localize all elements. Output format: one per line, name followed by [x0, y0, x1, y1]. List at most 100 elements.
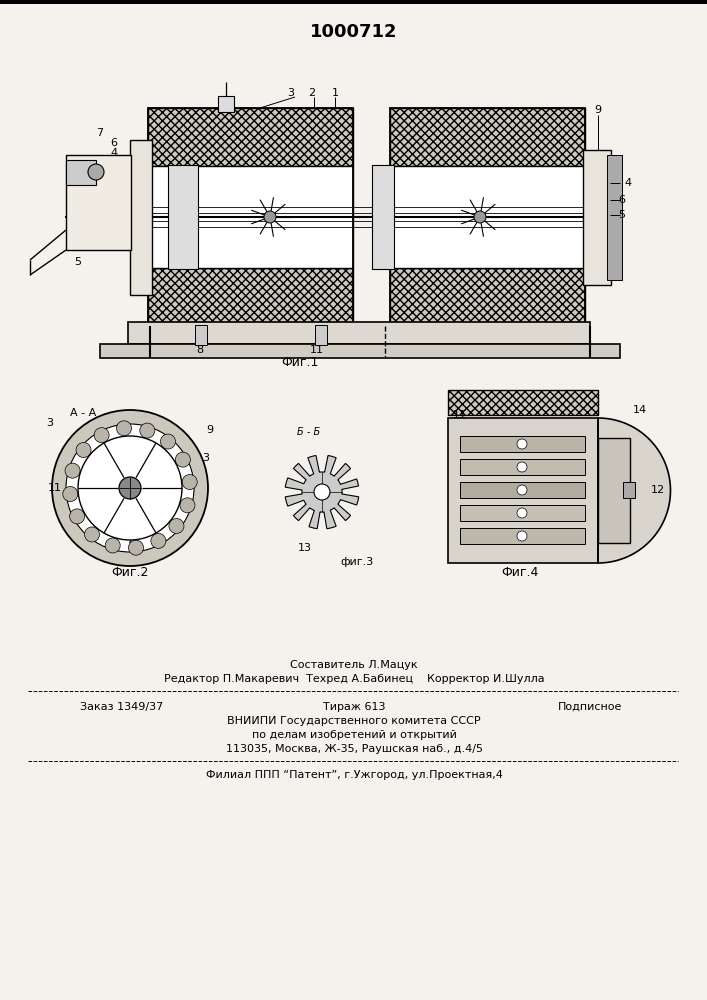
Polygon shape: [598, 418, 670, 563]
Bar: [148, 108, 353, 326]
Circle shape: [175, 452, 190, 467]
Bar: [623, 482, 635, 498]
Circle shape: [517, 439, 527, 449]
Text: 12: 12: [651, 485, 665, 495]
Text: Филиал ППП “Патент”, г.Ужгород, ул.Проектная,4: Филиал ППП “Патент”, г.Ужгород, ул.Проек…: [206, 770, 503, 780]
Circle shape: [160, 434, 175, 449]
Bar: [583, 150, 611, 285]
Circle shape: [140, 423, 155, 438]
Text: 14: 14: [633, 405, 647, 415]
Text: 4: 4: [624, 178, 631, 188]
Circle shape: [117, 421, 132, 436]
Bar: [598, 438, 630, 543]
Text: 6: 6: [110, 138, 117, 148]
Text: 10: 10: [157, 481, 171, 491]
Circle shape: [119, 477, 141, 499]
Text: 11: 11: [453, 410, 467, 420]
Text: Подписное: Подписное: [558, 702, 622, 712]
Text: 7: 7: [96, 128, 103, 138]
Circle shape: [88, 164, 104, 180]
Circle shape: [69, 509, 85, 524]
Text: Заказ 1349/37: Заказ 1349/37: [80, 702, 163, 712]
Bar: [195, 325, 207, 345]
Circle shape: [517, 485, 527, 495]
Text: 11: 11: [48, 483, 62, 493]
Text: 3: 3: [47, 418, 54, 428]
Text: Фиг.4: Фиг.4: [501, 566, 539, 580]
Text: 5: 5: [74, 257, 81, 267]
Circle shape: [65, 463, 80, 478]
Bar: [148, 108, 353, 166]
Bar: [148, 268, 353, 326]
Circle shape: [182, 475, 197, 490]
Text: 1: 1: [332, 88, 339, 98]
Circle shape: [180, 498, 195, 513]
Polygon shape: [286, 455, 358, 529]
Bar: [168, 165, 198, 269]
Bar: [66, 155, 131, 250]
Circle shape: [85, 527, 100, 542]
Text: Редактор П.Макаревич  Техред А.Бабинец    Корректор И.Шулла: Редактор П.Макаревич Техред А.Бабинец Ко…: [164, 674, 544, 684]
Circle shape: [517, 462, 527, 472]
Circle shape: [264, 211, 276, 223]
Text: Фиг.2: Фиг.2: [111, 566, 148, 580]
Circle shape: [76, 443, 91, 458]
Text: 2: 2: [127, 446, 134, 456]
Text: Тираж 613: Тираж 613: [323, 702, 385, 712]
Text: A - A: A - A: [70, 408, 96, 418]
Text: 6: 6: [619, 195, 626, 205]
Circle shape: [474, 211, 486, 223]
Circle shape: [94, 428, 109, 443]
Bar: [390, 268, 585, 326]
Text: Б - Б: Б - Б: [297, 427, 320, 437]
Bar: [448, 390, 598, 415]
Text: ВНИИПИ Государственного комитета СССР: ВНИИПИ Государственного комитета СССР: [227, 716, 481, 726]
Bar: [460, 459, 585, 475]
Bar: [460, 505, 585, 521]
Bar: [218, 96, 234, 112]
Bar: [0, 0, 707, 4]
Text: Фиг.1: Фиг.1: [281, 357, 319, 369]
Circle shape: [169, 518, 184, 533]
Bar: [390, 108, 585, 326]
Text: 1000712: 1000712: [310, 23, 398, 41]
Text: 9: 9: [206, 425, 214, 435]
Bar: [372, 165, 394, 269]
Text: 7: 7: [127, 535, 134, 545]
Text: 9: 9: [595, 105, 602, 115]
Bar: [128, 322, 590, 344]
Bar: [66, 160, 96, 185]
Circle shape: [517, 531, 527, 541]
Bar: [448, 418, 598, 563]
Bar: [390, 108, 585, 166]
Circle shape: [105, 538, 120, 553]
Bar: [460, 482, 585, 498]
Text: фиг.3: фиг.3: [340, 557, 373, 567]
Circle shape: [151, 533, 166, 548]
Circle shape: [314, 484, 330, 500]
Text: 1: 1: [146, 463, 153, 473]
Circle shape: [78, 436, 182, 540]
Text: 5: 5: [619, 210, 626, 220]
Bar: [100, 344, 620, 358]
Text: Составитель Л.Мацук: Составитель Л.Мацук: [290, 660, 418, 670]
Circle shape: [52, 410, 208, 566]
Circle shape: [129, 540, 144, 555]
Text: 11: 11: [310, 345, 324, 355]
Circle shape: [63, 486, 78, 501]
Bar: [390, 166, 585, 268]
Bar: [460, 528, 585, 544]
Text: 2: 2: [308, 88, 315, 98]
Text: 113035, Москва, Ж-35, Раушская наб., д.4/5: 113035, Москва, Ж-35, Раушская наб., д.4…: [226, 744, 482, 754]
Text: 3: 3: [202, 453, 209, 463]
Text: по делам изобретений и открытий: по делам изобретений и открытий: [252, 730, 457, 740]
Text: 4: 4: [110, 148, 117, 158]
Circle shape: [66, 424, 194, 552]
Text: 3: 3: [288, 88, 295, 98]
Bar: [315, 325, 327, 345]
Circle shape: [517, 508, 527, 518]
Bar: [148, 166, 353, 268]
Text: 8: 8: [197, 345, 204, 355]
Bar: [460, 436, 585, 452]
Text: 13: 13: [298, 543, 312, 553]
